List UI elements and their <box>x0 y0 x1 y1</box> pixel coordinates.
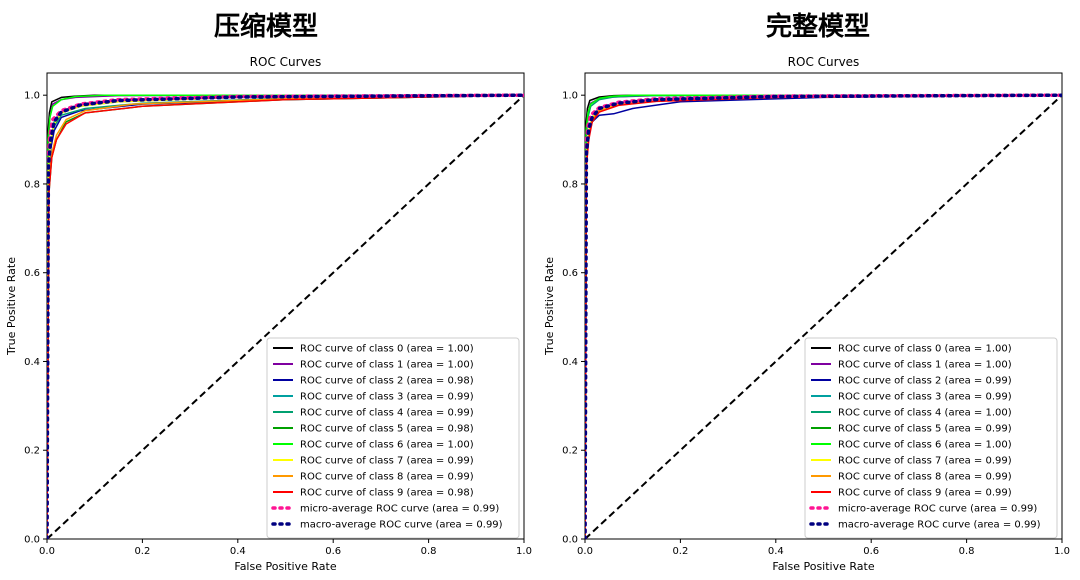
y-tick-label: 1.0 <box>24 91 40 102</box>
x-tick-label: 1.0 <box>1054 546 1070 557</box>
y-axis-label: True Positive Rate <box>5 257 18 356</box>
y-tick-label: 0.4 <box>24 357 40 368</box>
x-axis-label: False Positive Rate <box>234 560 336 573</box>
class-roc-curve <box>47 94 524 539</box>
chart-title: ROC Curves <box>250 55 322 69</box>
x-tick-label: 0.0 <box>39 546 55 557</box>
x-tick-label: 0.0 <box>577 546 593 557</box>
legend-box <box>804 337 1058 539</box>
y-tick-label: 0.6 <box>562 268 578 279</box>
y-tick-label: 0.0 <box>562 535 578 546</box>
chance-diagonal <box>585 94 1062 539</box>
curves-group <box>585 93 1062 539</box>
chart-title: ROC Curves <box>788 55 860 69</box>
x-tick-label: 0.4 <box>230 546 246 557</box>
chance-diagonal <box>47 94 524 539</box>
legend-label: ROC curve of class 4 (area = 1.00) <box>838 408 1012 419</box>
legend-label: ROC curve of class 8 (area = 0.99) <box>300 472 474 483</box>
panel-heading-compressed: 压缩模型 <box>213 12 318 42</box>
y-tick-label: 0.8 <box>24 179 40 190</box>
legend-label: ROC curve of class 8 (area = 0.99) <box>838 472 1012 483</box>
y-tick-label: 0.6 <box>24 268 40 279</box>
legend-label: macro-average ROC curve (area = 0.99) <box>838 520 1041 531</box>
legend-label: micro-average ROC curve (area = 0.99) <box>300 504 499 515</box>
y-tick-label: 1.0 <box>562 91 578 102</box>
legend-label: ROC curve of class 1 (area = 1.00) <box>838 360 1012 371</box>
legend-label: ROC curve of class 5 (area = 0.98) <box>300 424 474 435</box>
legend-label: ROC curve of class 2 (area = 0.98) <box>300 376 474 387</box>
legend-label: ROC curve of class 3 (area = 0.99) <box>838 392 1012 403</box>
legend-label: ROC curve of class 5 (area = 0.99) <box>838 424 1012 435</box>
y-tick-label: 0.4 <box>562 357 578 368</box>
legend-label: ROC curve of class 7 (area = 0.99) <box>838 456 1012 467</box>
x-tick-label: 0.8 <box>959 546 975 557</box>
x-tick-label: 0.4 <box>768 546 784 557</box>
roc-chart-1: ROC Curves 0.0 0.2 0.4 0.6 0.8 1.0 0.0 0.2 0.4 0.6… <box>543 55 1070 573</box>
roc-chart-0: ROC Curves 0.0 0.2 0.4 0.6 0.8 1.0 0.0 0.2 0.4 0.6… <box>5 55 532 573</box>
y-tick-label: 0.8 <box>562 179 578 190</box>
legend-label: ROC curve of class 6 (area = 1.00) <box>838 440 1012 451</box>
legend-label: ROC curve of class 9 (area = 0.99) <box>838 488 1012 499</box>
x-tick-label: 0.6 <box>863 546 879 557</box>
y-tick-label: 0.2 <box>24 446 40 457</box>
legend-box <box>266 337 520 539</box>
legend-label: ROC curve of class 0 (area = 1.00) <box>300 344 474 355</box>
y-tick-label: 0.0 <box>24 535 40 546</box>
y-axis-label: True Positive Rate <box>543 257 556 356</box>
legend-label: ROC curve of class 1 (area = 1.00) <box>300 360 474 371</box>
average-roc-curve <box>585 93 1062 539</box>
y-tick-label: 0.2 <box>562 446 578 457</box>
legend-label: ROC curve of class 9 (area = 0.98) <box>300 488 474 499</box>
panel-heading-full: 完整模型 <box>765 12 870 42</box>
legend-label: macro-average ROC curve (area = 0.99) <box>300 520 503 531</box>
x-axis-label: False Positive Rate <box>772 560 874 573</box>
x-tick-label: 0.2 <box>672 546 688 557</box>
legend-label: ROC curve of class 2 (area = 0.99) <box>838 376 1012 387</box>
class-roc-curve <box>585 94 1062 539</box>
legend-label: ROC curve of class 6 (area = 1.00) <box>300 440 474 451</box>
x-tick-label: 0.6 <box>325 546 341 557</box>
x-tick-label: 0.8 <box>421 546 437 557</box>
legend-label: ROC curve of class 3 (area = 0.99) <box>300 392 474 403</box>
x-tick-label: 1.0 <box>516 546 532 557</box>
legend-label: micro-average ROC curve (area = 0.99) <box>838 504 1037 515</box>
legend-label: ROC curve of class 0 (area = 1.00) <box>838 344 1012 355</box>
legend-label: ROC curve of class 4 (area = 0.99) <box>300 408 474 419</box>
curves-group <box>47 93 524 539</box>
x-tick-label: 0.2 <box>134 546 150 557</box>
class-roc-curve <box>585 94 1062 539</box>
average-roc-curve <box>47 93 524 539</box>
legend-label: ROC curve of class 7 (area = 0.99) <box>300 456 474 467</box>
